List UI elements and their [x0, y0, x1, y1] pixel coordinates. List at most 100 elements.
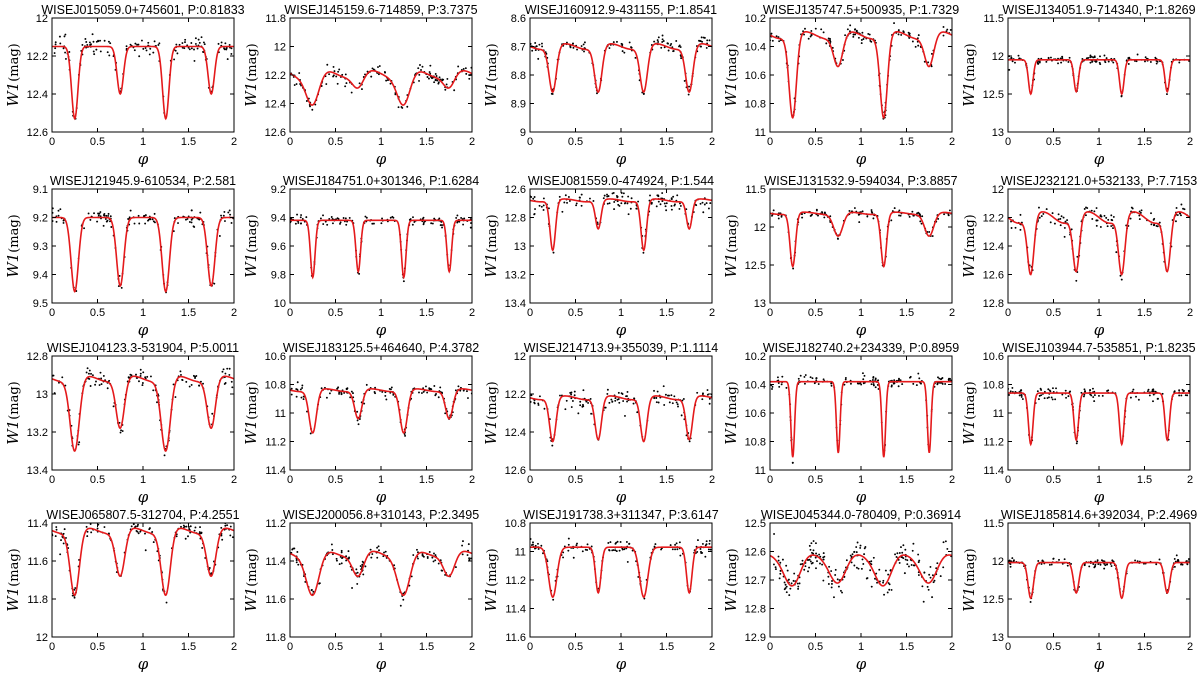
- axes-frame: [529, 17, 713, 133]
- data-point: [855, 29, 858, 32]
- data-point: [377, 545, 380, 548]
- data-point: [1155, 62, 1158, 65]
- data-point: [676, 403, 679, 406]
- x-tick-label: 2: [1187, 136, 1193, 148]
- data-point: [359, 565, 362, 567]
- data-point: [1120, 278, 1123, 281]
- data-point: [1176, 559, 1179, 562]
- data-point: [365, 216, 368, 219]
- data-point: [872, 217, 875, 220]
- model-curve: [52, 45, 234, 121]
- data-point: [1144, 60, 1146, 63]
- data-point: [893, 379, 896, 382]
- data-point: [340, 392, 343, 395]
- data-point: [421, 65, 424, 68]
- data-point: [809, 376, 812, 379]
- data-point: [855, 546, 858, 548]
- data-point: [145, 49, 148, 52]
- y-tick-label: 12.6: [745, 547, 766, 559]
- data-point: [64, 51, 67, 54]
- data-point: [1021, 398, 1024, 400]
- data-point: [1178, 389, 1181, 392]
- data-point: [1084, 214, 1087, 217]
- x-axis-label: φ: [616, 655, 627, 673]
- data-point: [437, 562, 440, 565]
- data-point: [1186, 394, 1189, 397]
- data-points: [773, 533, 952, 603]
- data-point: [552, 598, 555, 601]
- data-point: [194, 37, 197, 40]
- data-point: [404, 434, 407, 437]
- data-point: [614, 549, 617, 552]
- panel-title: WISEJ104123.3-531904, P:5.0011: [47, 341, 239, 355]
- data-point: [1181, 563, 1184, 566]
- data-point: [137, 43, 140, 46]
- data-point: [653, 389, 655, 392]
- data-point: [222, 214, 225, 217]
- data-point: [1120, 94, 1123, 97]
- data-point: [194, 526, 197, 529]
- data-point: [301, 218, 304, 220]
- data-point: [322, 214, 324, 217]
- data-point: [617, 391, 620, 394]
- data-point: [469, 226, 472, 229]
- panel-title: WISEJ135747.5+500935, P:1.7329: [763, 3, 959, 17]
- data-point: [1140, 209, 1143, 212]
- data-point: [1180, 394, 1183, 397]
- data-point: [1091, 387, 1094, 390]
- data-point: [653, 397, 656, 400]
- data-point: [226, 524, 229, 527]
- data-point: [779, 572, 782, 575]
- model-curve: [1008, 211, 1190, 276]
- data-point: [92, 50, 95, 53]
- data-point: [436, 79, 439, 82]
- data-point: [225, 46, 228, 49]
- data-point: [562, 551, 565, 554]
- data-point: [917, 553, 920, 556]
- data-point: [144, 214, 147, 217]
- data-point: [384, 394, 387, 397]
- data-point: [430, 222, 433, 225]
- data-point: [785, 585, 788, 588]
- data-point: [305, 100, 308, 102]
- data-point: [1061, 562, 1064, 565]
- data-point: [568, 200, 571, 202]
- x-tick-label: 0: [1005, 307, 1011, 319]
- data-point: [290, 393, 293, 396]
- data-point: [361, 563, 364, 566]
- data-point: [1037, 560, 1040, 562]
- data-point: [387, 79, 389, 82]
- data-point: [128, 216, 131, 219]
- data-point: [890, 588, 893, 591]
- data-point: [1059, 224, 1062, 227]
- data-point: [854, 33, 857, 36]
- data-point: [1150, 223, 1153, 226]
- x-tick-label: 0: [767, 307, 773, 319]
- y-tick-label: 12: [992, 556, 1004, 568]
- axes-frame: [289, 17, 473, 133]
- data-point: [105, 214, 108, 217]
- data-point: [707, 548, 710, 551]
- data-point: [1156, 397, 1159, 400]
- data-point: [63, 528, 66, 531]
- data-point: [590, 545, 593, 548]
- data-point: [772, 209, 775, 212]
- data-point: [816, 560, 818, 563]
- data-point: [186, 217, 189, 220]
- data-point: [678, 541, 681, 544]
- data-point: [921, 585, 924, 588]
- data-point: [870, 560, 873, 563]
- data-point: [119, 431, 122, 434]
- data-point: [807, 559, 810, 561]
- data-point: [580, 193, 583, 196]
- data-point: [1112, 560, 1114, 563]
- x-axis-label: φ: [138, 655, 149, 673]
- data-point: [607, 195, 610, 198]
- data-point: [673, 395, 676, 398]
- data-point: [573, 390, 576, 393]
- data-point: [1020, 395, 1023, 398]
- data-point: [829, 39, 831, 42]
- data-point: [870, 585, 873, 588]
